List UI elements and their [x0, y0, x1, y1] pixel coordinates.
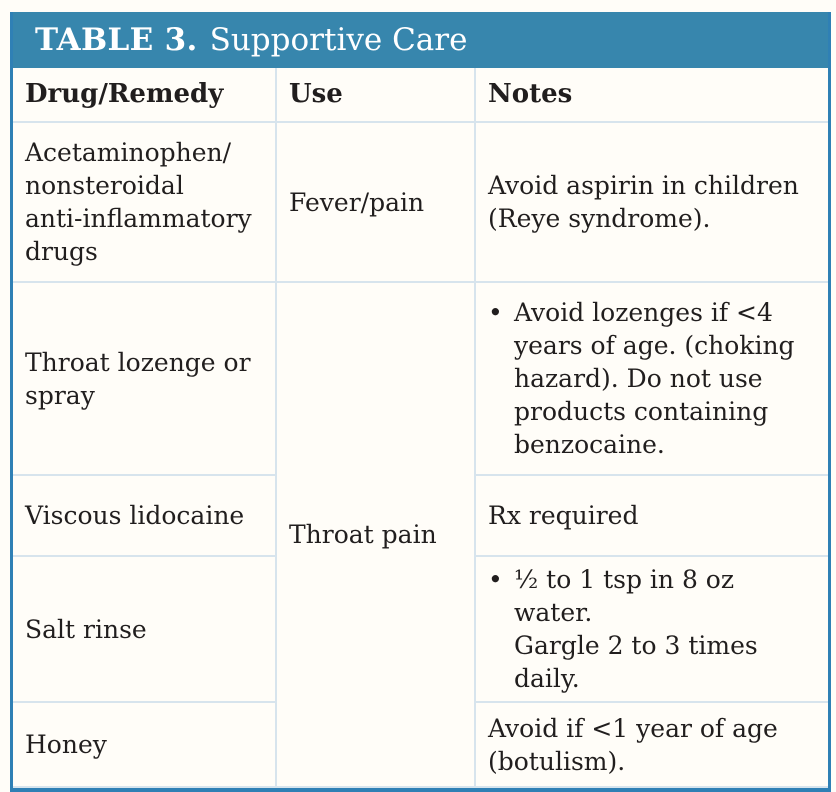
use-cell-fever-pain: Fever/pain [275, 121, 476, 283]
drug-cell-viscous-lidocaine: Viscous lidocaine [13, 474, 277, 557]
drug-cell-acetaminophen: Acetaminophen/ nonsteroidal anti-inflamm… [13, 121, 277, 283]
drug-cell-salt-rinse: Salt rinse [13, 555, 277, 703]
note-cell-rx-required: Rx required [474, 474, 828, 557]
bullet-icon: • [488, 565, 503, 594]
table-row: Viscous lidocaine Rx required [13, 474, 828, 557]
table-title-text: Supportive Care [209, 22, 468, 58]
note-cell-honey: Avoid if <1 year of age (botulism). [474, 701, 828, 788]
use-cell-throat-pain: Throat pain [275, 281, 476, 788]
column-header-notes: Notes [474, 68, 828, 123]
table-grid: Drug/Remedy Use Notes Acetaminophen/ non… [13, 68, 828, 788]
column-header-drug-remedy: Drug/Remedy [13, 68, 277, 123]
drug-cell-throat-lozenge: Throat lozenge or spray [13, 281, 277, 476]
table-row: Salt rinse • ½ to 1 tsp in 8 oz water. G… [13, 555, 828, 703]
table-header-row: Drug/Remedy Use Notes [13, 68, 828, 123]
note-cell-aspirin: Avoid aspirin in children (Reye syndrome… [474, 121, 828, 283]
note-cell-lozenges: • Avoid lozenges if <4 years of age. (ch… [474, 281, 828, 476]
table-title-number: TABLE 3. [35, 22, 198, 58]
table-title-bar: TABLE 3. Supportive Care [13, 12, 828, 68]
table-row: Throat lozenge or spray Throat pain • Av… [13, 281, 828, 788]
supportive-care-table: TABLE 3. Supportive Care Drug/Remedy Use… [10, 12, 831, 792]
table-row: Acetaminophen/ nonsteroidal anti-inflamm… [13, 121, 828, 283]
drug-cell-honey: Honey [13, 701, 277, 788]
column-header-use: Use [275, 68, 476, 123]
bullet-icon: • [488, 298, 503, 327]
note-cell-salt-rinse: • ½ to 1 tsp in 8 oz water. Gargle 2 to … [474, 555, 828, 703]
